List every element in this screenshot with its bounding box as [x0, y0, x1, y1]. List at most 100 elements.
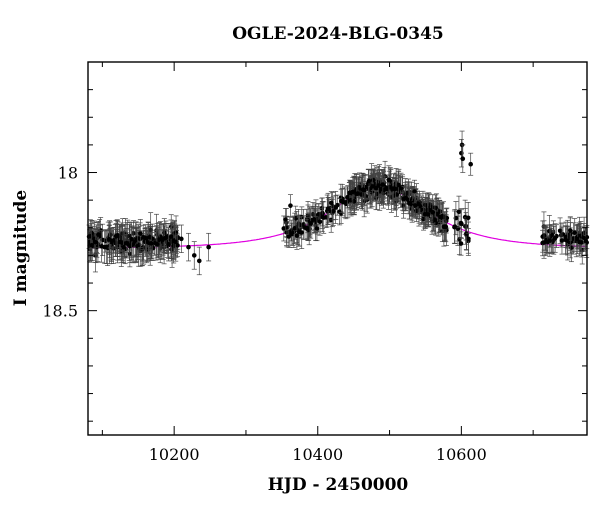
data-point [415, 193, 421, 215]
marker [433, 205, 438, 211]
data-point [156, 222, 162, 257]
marker [547, 238, 553, 243]
data-point [579, 227, 585, 258]
marker [154, 241, 160, 247]
marker [466, 236, 471, 242]
marker [308, 221, 313, 226]
data-point [287, 194, 293, 218]
data-point [314, 216, 320, 242]
data-point [124, 228, 130, 259]
x-tick-label: 10600 [436, 445, 487, 464]
marker [304, 225, 310, 231]
data-point [412, 179, 418, 204]
data-point [148, 225, 154, 261]
marker [166, 241, 171, 247]
marker [99, 243, 104, 249]
data-point [465, 201, 471, 234]
marker [100, 237, 105, 243]
data-point [425, 202, 431, 227]
data-point [406, 187, 412, 220]
marker [458, 220, 464, 226]
marker [311, 217, 317, 222]
marker [360, 187, 366, 193]
data-point [166, 227, 172, 262]
marker [206, 244, 211, 250]
marker [293, 216, 299, 221]
marker [430, 210, 436, 215]
marker [147, 234, 153, 240]
marker [162, 236, 167, 241]
marker [168, 234, 174, 239]
marker [557, 228, 563, 234]
data-point [366, 169, 372, 193]
marker [89, 242, 94, 248]
marker [376, 183, 381, 188]
data-point [403, 185, 409, 211]
data-point [121, 231, 127, 264]
data-point [99, 230, 105, 263]
data-point [350, 177, 356, 207]
marker [314, 226, 320, 231]
marker [565, 238, 570, 244]
data-point [286, 225, 292, 248]
data-point [451, 210, 457, 244]
marker [317, 219, 323, 225]
data-point [547, 224, 553, 257]
data-point [196, 246, 202, 276]
data-point [137, 219, 143, 248]
data-point [172, 227, 178, 257]
marker [354, 191, 359, 197]
data-point [133, 222, 139, 258]
x-axis-label: HJD - 2450000 [268, 475, 409, 495]
marker [325, 206, 331, 212]
marker [148, 227, 153, 233]
data-point [338, 188, 344, 214]
marker [563, 234, 569, 240]
data-point [578, 221, 584, 251]
marker [107, 232, 113, 238]
marker [380, 182, 386, 187]
marker [558, 232, 564, 238]
data-point [458, 208, 464, 238]
marker [407, 200, 412, 206]
marker [124, 240, 129, 246]
data-point [304, 217, 310, 240]
marker [379, 186, 385, 192]
marker [115, 244, 120, 250]
data-point [117, 224, 123, 260]
data-point [541, 226, 547, 259]
data-point [129, 222, 135, 257]
marker [330, 208, 336, 214]
marker [559, 238, 565, 243]
marker [444, 215, 450, 221]
marker [345, 195, 350, 200]
data-point [437, 204, 443, 230]
marker [393, 186, 398, 192]
marker [374, 191, 380, 197]
data-point [441, 211, 447, 243]
marker [464, 231, 469, 236]
marker [186, 244, 191, 250]
data-point [567, 216, 573, 245]
data-point [354, 177, 360, 210]
marker [351, 199, 357, 204]
data-point [412, 192, 418, 218]
marker [456, 209, 462, 215]
y-tick-label: 18 [58, 164, 78, 183]
data-point [370, 173, 376, 200]
marker [581, 235, 586, 240]
data-point [92, 229, 98, 256]
data-series [86, 130, 590, 276]
data-point [328, 191, 334, 215]
marker [425, 212, 431, 217]
x-tick-label: 10200 [149, 445, 200, 464]
marker [386, 184, 392, 190]
data-point [572, 218, 578, 248]
marker [548, 233, 554, 239]
marker [143, 235, 148, 241]
marker [148, 241, 154, 246]
x-tick-label: 10400 [292, 445, 343, 464]
data-point [344, 186, 350, 209]
plot-area [86, 130, 590, 276]
